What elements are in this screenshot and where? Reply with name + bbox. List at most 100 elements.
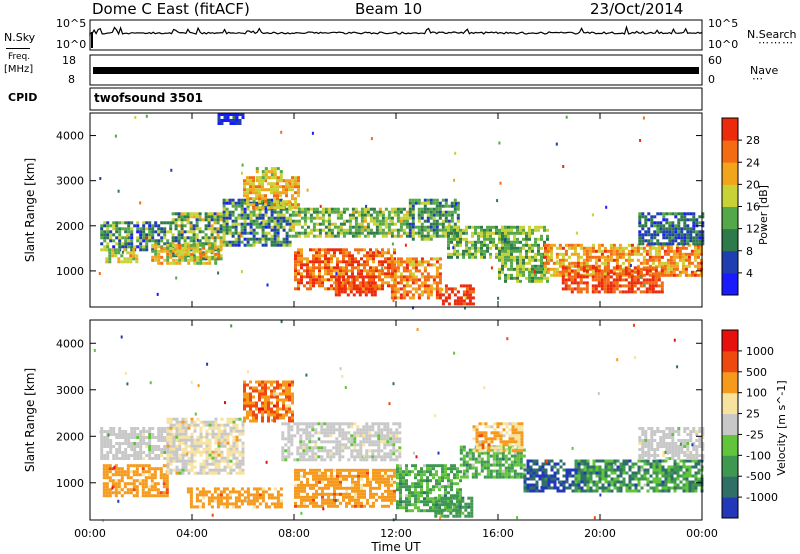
heatmap-cell bbox=[444, 234, 448, 238]
heatmap-cell bbox=[330, 468, 333, 472]
heatmap-cell bbox=[693, 255, 697, 259]
heatmap-cell bbox=[241, 429, 245, 433]
heatmap-cell bbox=[435, 296, 439, 300]
heatmap-cell bbox=[435, 207, 439, 211]
heatmap-cell bbox=[305, 437, 309, 441]
heatmap-cell bbox=[190, 420, 194, 424]
heatmap-cell bbox=[135, 257, 139, 261]
heatmap-speckle bbox=[499, 181, 502, 185]
heatmap-cell bbox=[591, 249, 595, 253]
heatmap-cell bbox=[567, 246, 571, 250]
heatmap-cell bbox=[516, 240, 519, 244]
heatmap-cell bbox=[453, 237, 456, 241]
heatmap-cell bbox=[528, 231, 531, 235]
heatmap-cell bbox=[603, 269, 607, 273]
heatmap-cell bbox=[567, 255, 571, 259]
heatmap-cell bbox=[162, 464, 166, 468]
heatmap-cell bbox=[124, 430, 128, 433]
heatmap-cell bbox=[243, 201, 247, 205]
heatmap-cell bbox=[199, 432, 203, 436]
heatmap-cell bbox=[235, 417, 239, 421]
heatmap-cell bbox=[582, 249, 586, 253]
heatmap-cell bbox=[657, 249, 661, 253]
heatmap-cell bbox=[343, 284, 347, 288]
heatmap-cell bbox=[516, 258, 519, 262]
heatmap-cell bbox=[181, 243, 185, 247]
heatmap-cell bbox=[214, 420, 218, 424]
heatmap-cell bbox=[591, 273, 595, 277]
heatmap-cell bbox=[103, 233, 107, 237]
heatmap-cell bbox=[199, 255, 203, 259]
heatmap-cell bbox=[555, 246, 559, 250]
heatmap-cell bbox=[226, 119, 230, 122]
heatmap-cell bbox=[270, 395, 273, 399]
heatmap-cell bbox=[135, 464, 139, 468]
heatmap-cell bbox=[657, 261, 661, 265]
heatmap-cell bbox=[211, 468, 215, 472]
heatmap-cell bbox=[674, 233, 678, 237]
heatmap-cell bbox=[399, 207, 403, 211]
heatmap-cell bbox=[181, 417, 185, 421]
heatmap-cell bbox=[365, 437, 369, 441]
heatmap-cell bbox=[169, 433, 173, 436]
heatmap-cell bbox=[270, 191, 273, 195]
heatmap-cell bbox=[335, 428, 339, 432]
heatmap-cell bbox=[196, 447, 200, 451]
heatmap-cell bbox=[408, 204, 412, 208]
heatmap-cell bbox=[174, 212, 178, 216]
heatmap-cell bbox=[692, 230, 696, 234]
heatmap-cell bbox=[225, 210, 229, 214]
heatmap-cell bbox=[267, 176, 271, 180]
heatmap-cell bbox=[169, 224, 173, 228]
heatmap-cell bbox=[142, 221, 146, 225]
heatmap-cell bbox=[528, 258, 531, 262]
heatmap-cell bbox=[294, 269, 297, 273]
heatmap-cell bbox=[189, 493, 193, 497]
heatmap-cell bbox=[282, 416, 285, 420]
heatmap-cell bbox=[396, 269, 400, 273]
heatmap-cell bbox=[112, 433, 116, 436]
heatmap-cell bbox=[102, 470, 106, 474]
heatmap-cell bbox=[123, 491, 127, 495]
heatmap-cell bbox=[294, 495, 297, 499]
heatmap-cell bbox=[312, 272, 315, 276]
heatmap-cell bbox=[383, 452, 387, 456]
heatmap-cell bbox=[323, 446, 327, 450]
heatmap-cell bbox=[504, 264, 507, 268]
heatmap-cell bbox=[396, 219, 400, 223]
heatmap-cell bbox=[184, 432, 188, 436]
heatmap-cell bbox=[392, 437, 396, 441]
heatmap-cell bbox=[300, 210, 304, 214]
heatmap-cell bbox=[135, 254, 139, 258]
heatmap-cell bbox=[219, 490, 223, 494]
heatmap-cell bbox=[291, 197, 294, 201]
heatmap-cell bbox=[297, 477, 300, 481]
heatmap-cell bbox=[408, 269, 412, 273]
heatmap-cell bbox=[320, 425, 324, 429]
heatmap-cell bbox=[225, 219, 229, 223]
heatmap-cell bbox=[234, 505, 238, 509]
heatmap-cell bbox=[392, 443, 396, 447]
heatmap-cell bbox=[668, 221, 672, 225]
heatmap-cell bbox=[435, 284, 439, 288]
heatmap-cell bbox=[276, 200, 279, 204]
heatmap-cell bbox=[102, 482, 106, 486]
heatmap-cell bbox=[120, 476, 124, 480]
heatmap-cell bbox=[281, 455, 285, 459]
heatmap-cell bbox=[123, 485, 127, 489]
heatmap-cell bbox=[133, 224, 137, 228]
heatmap-cell bbox=[636, 269, 640, 273]
heatmap-cell bbox=[564, 249, 568, 253]
heatmap-cell bbox=[303, 474, 306, 478]
heatmap-cell bbox=[653, 233, 657, 237]
heatmap-cell bbox=[288, 395, 291, 399]
heatmap-cell bbox=[390, 287, 394, 291]
heatmap-cell bbox=[689, 227, 693, 231]
heatmap-cell bbox=[696, 273, 700, 277]
heatmap-cell bbox=[335, 440, 339, 444]
freq-top-tick: 18 bbox=[62, 54, 76, 67]
heatmap-cell bbox=[471, 252, 474, 256]
heatmap-cell bbox=[169, 230, 173, 234]
heatmap-cell bbox=[432, 228, 436, 232]
heatmap-cell bbox=[341, 449, 345, 453]
